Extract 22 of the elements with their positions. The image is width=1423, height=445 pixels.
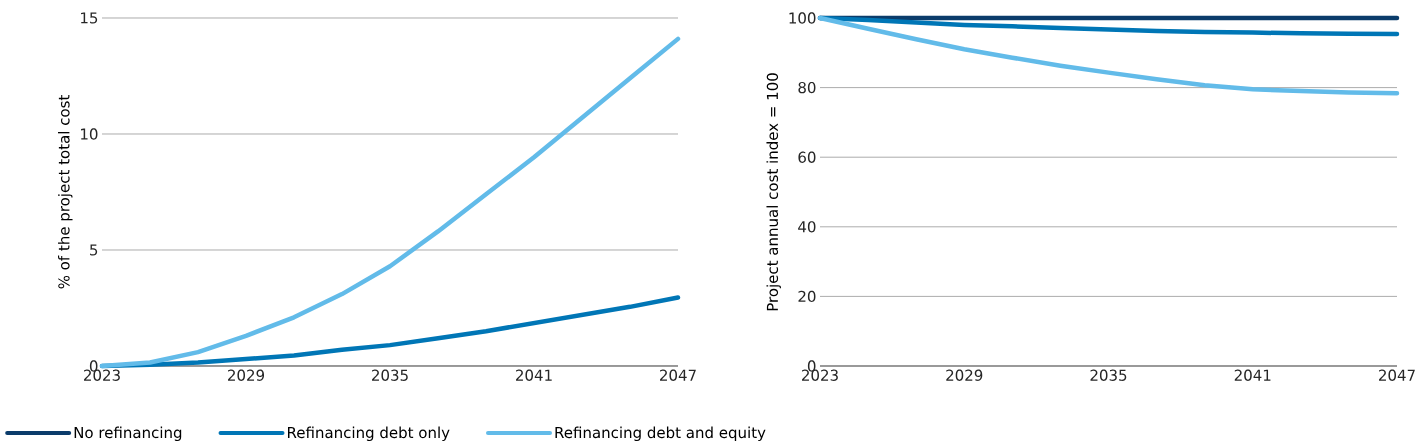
x-tick-label: 2029 (228, 369, 265, 381)
y-axis-title: % of the project total cost (58, 95, 73, 289)
legend-label: Refinancing debt only (287, 426, 450, 442)
x-tick-label: 2035 (372, 369, 408, 381)
legend-label: No refinancing (74, 426, 182, 442)
x-tick-label: 2035 (1090, 369, 1127, 381)
x-tick-label: 2041 (516, 369, 552, 381)
y-tick-label: 80 (798, 81, 816, 94)
x-tick-label: 2047 (660, 369, 696, 381)
y-tick-label: 20 (798, 290, 816, 303)
x-tick-label: 2047 (1379, 369, 1415, 381)
line-series (817, 15, 1400, 96)
y-tick-label: 5 (90, 244, 98, 256)
legend-label: Refinancing debt and equity (555, 426, 766, 442)
x-tick-label: 2029 (946, 369, 983, 381)
y-tick-label: 40 (798, 221, 816, 233)
y-axis-title: Project annual cost index = 100 (766, 73, 781, 311)
y-tick-label: 60 (798, 151, 816, 163)
x-tick-label: 2041 (1234, 369, 1271, 381)
y-tick-label: 100 (789, 12, 816, 24)
y-tick-label: 10 (81, 128, 98, 140)
y-tick-label: 15 (81, 12, 98, 24)
